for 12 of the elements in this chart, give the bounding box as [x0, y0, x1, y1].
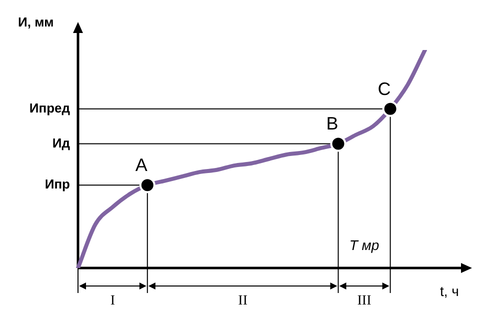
annotation: Т мр: [349, 236, 380, 253]
y-axis-title: И, мм: [18, 14, 54, 30]
annotation: B: [326, 114, 338, 134]
ref-line-label: Ид: [52, 135, 71, 150]
annotation: A: [135, 155, 148, 176]
x-axis-title: t, ч: [440, 282, 459, 299]
text: I: [110, 294, 116, 309]
annotation: C: [378, 78, 391, 99]
ref-line-label: Ипр: [44, 176, 70, 192]
text: II: [238, 294, 248, 309]
text: III: [357, 294, 372, 309]
ref-line-label: Ипред: [29, 100, 71, 116]
